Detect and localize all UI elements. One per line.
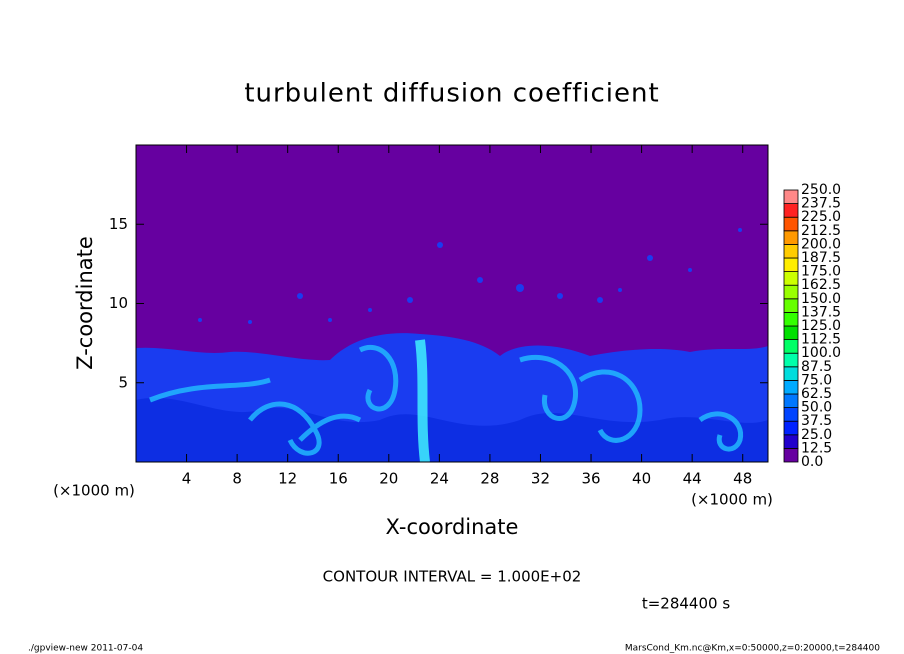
swirls: [149, 339, 744, 462]
x-tick-label: 36: [581, 470, 600, 488]
colorbar-label: 62.5: [801, 386, 832, 402]
x-tick-label: 28: [480, 470, 499, 488]
colorbar-label: 75.0: [801, 372, 832, 388]
colorbar-box: [783, 339, 799, 354]
chart-title: turbulent diffusion coefficient: [244, 79, 659, 109]
colorbar-label: 212.5: [801, 223, 841, 239]
y-axis-label: Z-coordinate: [73, 236, 97, 370]
colorbar-box: [783, 352, 799, 368]
colorbar-label: 225.0: [801, 209, 841, 225]
colorbar-box: [783, 284, 799, 300]
eddies: [198, 228, 742, 324]
colorbar-label: 112.5: [801, 332, 841, 348]
colorbar-label: 37.5: [801, 413, 832, 429]
colorbar-box: [783, 325, 799, 341]
colorbar-label: 162.5: [801, 277, 841, 293]
colorbar-box: [783, 434, 799, 449]
y-tick-label: 10: [109, 294, 128, 312]
x-unit: (×1000 m): [691, 491, 773, 509]
colorbar-box: [783, 407, 799, 422]
colorbar-box: [783, 366, 799, 381]
x-tick-label: 24: [430, 470, 449, 488]
colorbar-label: 187.5: [801, 250, 841, 266]
colorbar-label: 175.0: [801, 264, 841, 280]
x-tick-label: 48: [733, 470, 752, 488]
x-tick-label: 16: [329, 470, 348, 488]
colorbar-box: [783, 298, 799, 313]
colorbar-label: 125.0: [801, 318, 841, 334]
x-tick-label: 32: [531, 470, 550, 488]
x-tick-label: 8: [232, 470, 242, 488]
colorbar-label: 250.0: [801, 182, 841, 198]
y-tick-label: 15: [109, 215, 128, 233]
colorbar-box: [783, 257, 799, 273]
contour-interval: CONTOUR INTERVAL = 1.000E+02: [323, 568, 582, 586]
colorbar-label: 50.0: [801, 400, 832, 416]
colorbar-box: [783, 189, 799, 205]
colorbar-label: 137.5: [801, 304, 841, 320]
x-tick-label: 40: [632, 470, 651, 488]
time-label: t=284400 s: [642, 595, 730, 613]
x-tick-label: 12: [278, 470, 297, 488]
colorbar-box: [783, 311, 799, 327]
colorbar-label: 0.0: [801, 454, 823, 470]
y-tick-label: 5: [118, 373, 128, 391]
colorbar-label: 25.0: [801, 427, 832, 443]
y-unit: (×1000 m): [53, 482, 135, 500]
field: [136, 145, 768, 462]
x-tick-label: 44: [683, 470, 702, 488]
colorbar-box: [783, 203, 799, 218]
colorbar-label: 12.5: [801, 440, 832, 456]
colorbar-box: [783, 243, 799, 259]
colorbar-box: [783, 420, 799, 436]
x-tick-label: 20: [379, 470, 398, 488]
colorbar-box: [783, 379, 799, 395]
colorbar-box: [783, 230, 799, 245]
colorbar-box: [783, 216, 799, 232]
colorbar-label: 200.0: [801, 236, 841, 252]
colorbar-box: [783, 271, 799, 286]
colorbar-box: [783, 393, 799, 409]
colorbar-label: 150.0: [801, 291, 841, 307]
footer-left: ./gpview-new 2011-07-04: [28, 644, 143, 654]
x-axis-label: X-coordinate: [386, 515, 519, 539]
colorbar-label: 87.5: [801, 359, 832, 375]
footer-right: MarsCond_Km.nc@Km,x=0:50000,z=0:20000,t=…: [625, 644, 880, 654]
colorbar-box: [783, 447, 799, 463]
colorbar-label: 237.5: [801, 196, 841, 212]
x-tick-label: 4: [182, 470, 192, 488]
colorbar-label: 100.0: [801, 345, 841, 361]
